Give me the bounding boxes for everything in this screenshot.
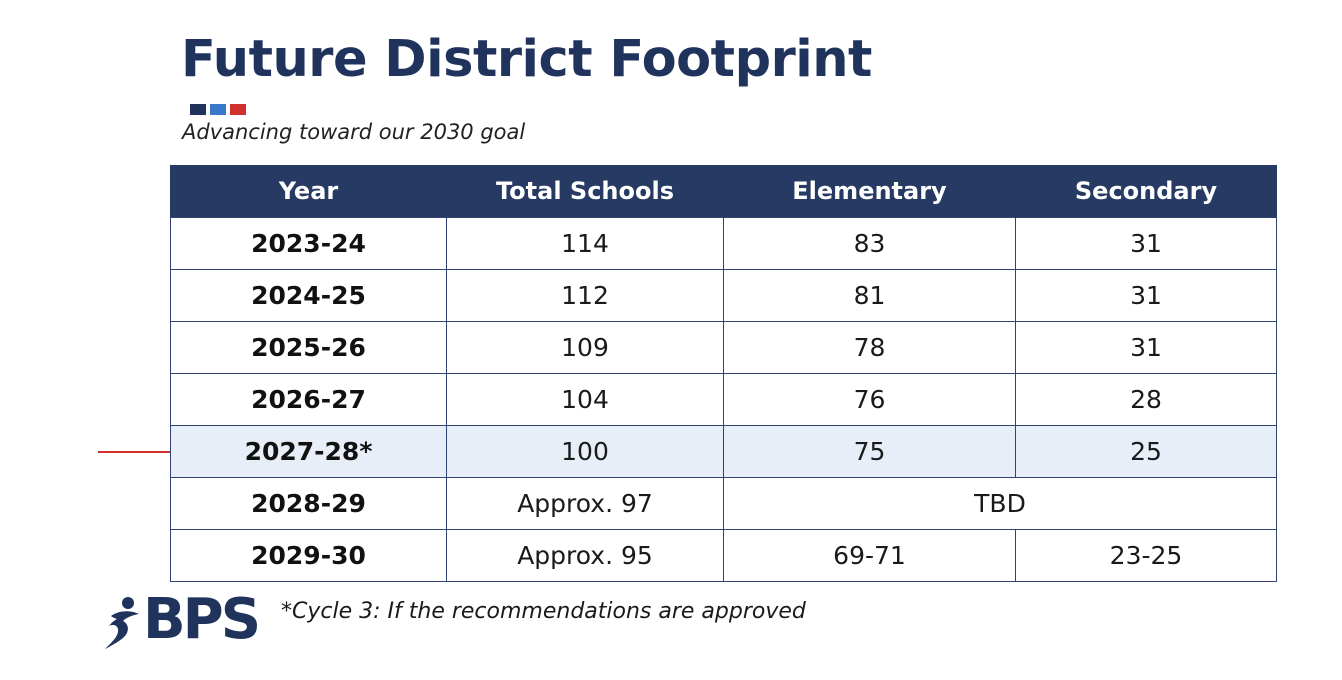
- total-schools-cell: 100: [446, 425, 724, 478]
- total-schools-cell: 112: [446, 269, 724, 322]
- year-cell: 2026-27: [170, 373, 447, 426]
- table-row: 2028-29 Approx. 97 TBD: [170, 477, 1277, 530]
- footprint-table: Year Total Schools Elementary Secondary …: [170, 165, 1277, 582]
- elementary-cell: 76: [723, 373, 1016, 426]
- table-row: 2026-27 104 76 28: [170, 373, 1277, 426]
- year-cell: 2025-26: [170, 321, 447, 374]
- year-cell: 2029-30: [170, 529, 447, 582]
- year-cell: 2028-29: [170, 477, 447, 530]
- secondary-cell: 23-25: [1015, 529, 1277, 582]
- secondary-cell: 25: [1015, 425, 1277, 478]
- header-elementary: Elementary: [723, 165, 1016, 218]
- accent-swatch-blue: [210, 104, 226, 115]
- table-row: 2023-24 114 83 31: [170, 217, 1277, 270]
- slide-title: Future District Footprint: [181, 30, 872, 89]
- table-row: 2024-25 112 81 31: [170, 269, 1277, 322]
- secondary-cell: 31: [1015, 321, 1277, 374]
- accent-swatch-red: [230, 104, 246, 115]
- table-header-row: Year Total Schools Elementary Secondary: [170, 165, 1277, 218]
- total-schools-cell: 114: [446, 217, 724, 270]
- elementary-cell: 83: [723, 217, 1016, 270]
- header-total-schools: Total Schools: [446, 165, 724, 218]
- total-schools-cell: Approx. 95: [446, 529, 724, 582]
- running-figure-icon: [105, 597, 139, 649]
- footnote: *Cycle 3: If the recommendations are app…: [281, 599, 806, 624]
- accent-swatch-navy: [190, 104, 206, 115]
- secondary-cell: 31: [1015, 217, 1277, 270]
- total-schools-cell: 104: [446, 373, 724, 426]
- year-cell: 2023-24: [170, 217, 447, 270]
- secondary-cell: 31: [1015, 269, 1277, 322]
- table-row-highlighted: 2027-28* 100 75 25: [170, 425, 1277, 478]
- year-cell: 2027-28*: [170, 425, 447, 478]
- total-schools-cell: 109: [446, 321, 724, 374]
- elementary-secondary-merged-cell: TBD: [723, 477, 1277, 530]
- bps-logo: BPS: [103, 590, 261, 654]
- table-row: 2029-30 Approx. 95 69-71 23-25: [170, 529, 1277, 582]
- elementary-cell: 75: [723, 425, 1016, 478]
- accent-color-bar: [190, 104, 246, 115]
- year-cell: 2024-25: [170, 269, 447, 322]
- elementary-cell: 69-71: [723, 529, 1016, 582]
- elementary-cell: 78: [723, 321, 1016, 374]
- header-secondary: Secondary: [1015, 165, 1277, 218]
- header-year: Year: [170, 165, 447, 218]
- elementary-cell: 81: [723, 269, 1016, 322]
- slide-subtitle: Advancing toward our 2030 goal: [182, 120, 526, 144]
- total-schools-cell: Approx. 97: [446, 477, 724, 530]
- secondary-cell: 28: [1015, 373, 1277, 426]
- logo-text: BPS: [143, 587, 261, 652]
- table-row: 2025-26 109 78 31: [170, 321, 1277, 374]
